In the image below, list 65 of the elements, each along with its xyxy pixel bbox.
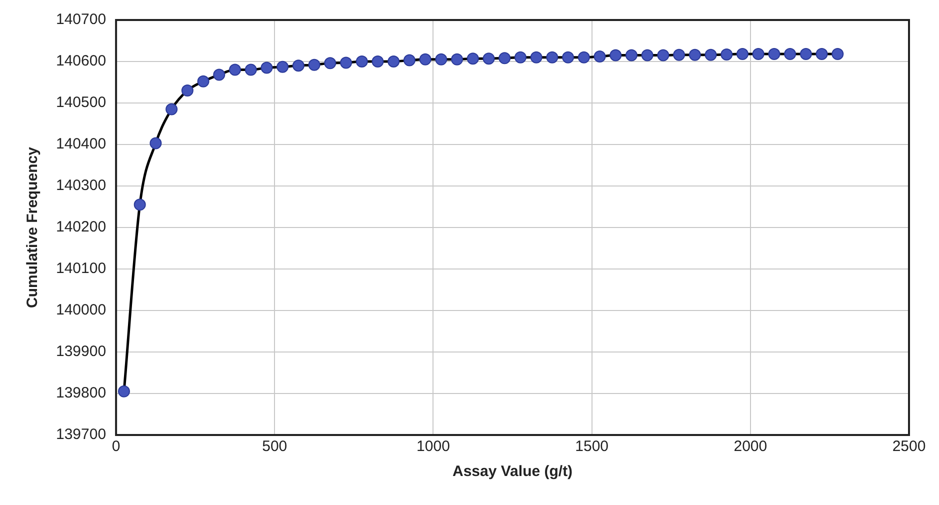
y-tick-label: 139900 [56, 343, 106, 360]
y-tick-label: 140400 [56, 136, 106, 153]
point [419, 53, 432, 66]
point [720, 48, 733, 60]
x-tick-label: 1000 [416, 438, 450, 456]
point [197, 75, 210, 88]
point [625, 49, 638, 62]
point [530, 51, 542, 64]
y-tick-label: 140500 [56, 94, 106, 112]
point [832, 48, 844, 60]
point [228, 64, 241, 76]
x-axis-title: Assay Value (g/t) [452, 463, 573, 480]
x-tick-label: 2000 [734, 438, 768, 456]
point [340, 56, 352, 69]
point [657, 49, 670, 62]
point [451, 53, 464, 66]
y-tick-label: 140300 [56, 177, 106, 194]
y-tick-label: 139700 [56, 426, 106, 444]
point [514, 51, 526, 64]
point [704, 48, 717, 61]
point [673, 48, 686, 61]
point [435, 53, 448, 66]
x-tick-label: 500 [262, 438, 288, 456]
point [292, 60, 304, 72]
point [482, 52, 495, 65]
y-tick-label: 140000 [56, 302, 106, 319]
point [688, 48, 701, 61]
point [466, 52, 479, 65]
point [562, 51, 574, 64]
point [768, 48, 780, 60]
x-tick-label: 1500 [575, 438, 609, 456]
point [610, 49, 622, 62]
x-tick-label: 0 [112, 438, 120, 456]
point [324, 57, 336, 70]
point [736, 48, 748, 60]
point [166, 103, 178, 116]
point [641, 49, 654, 62]
point [118, 385, 130, 398]
point [181, 84, 194, 97]
point [260, 62, 273, 74]
point [244, 64, 257, 76]
point [816, 48, 828, 60]
x-tick-label: 2500 [892, 438, 926, 456]
point [498, 52, 511, 64]
y-tick-label: 139800 [56, 384, 106, 402]
point [134, 198, 146, 211]
y-tick-label: 140600 [56, 52, 106, 70]
point [403, 54, 416, 66]
point [752, 48, 764, 60]
point [356, 56, 368, 68]
point [308, 58, 320, 71]
point [150, 137, 162, 150]
point [784, 48, 796, 60]
point [372, 56, 384, 68]
y-tick-label: 140100 [56, 260, 106, 278]
point [546, 51, 558, 64]
y-axis-title: Cumulative Frequency [24, 146, 42, 308]
y-tick-label: 140200 [56, 218, 106, 236]
point [594, 50, 606, 63]
y-tick-label: 140700 [56, 11, 106, 28]
point [800, 48, 812, 60]
point [578, 51, 590, 64]
point [213, 68, 226, 81]
point [388, 56, 400, 68]
point [276, 60, 289, 73]
